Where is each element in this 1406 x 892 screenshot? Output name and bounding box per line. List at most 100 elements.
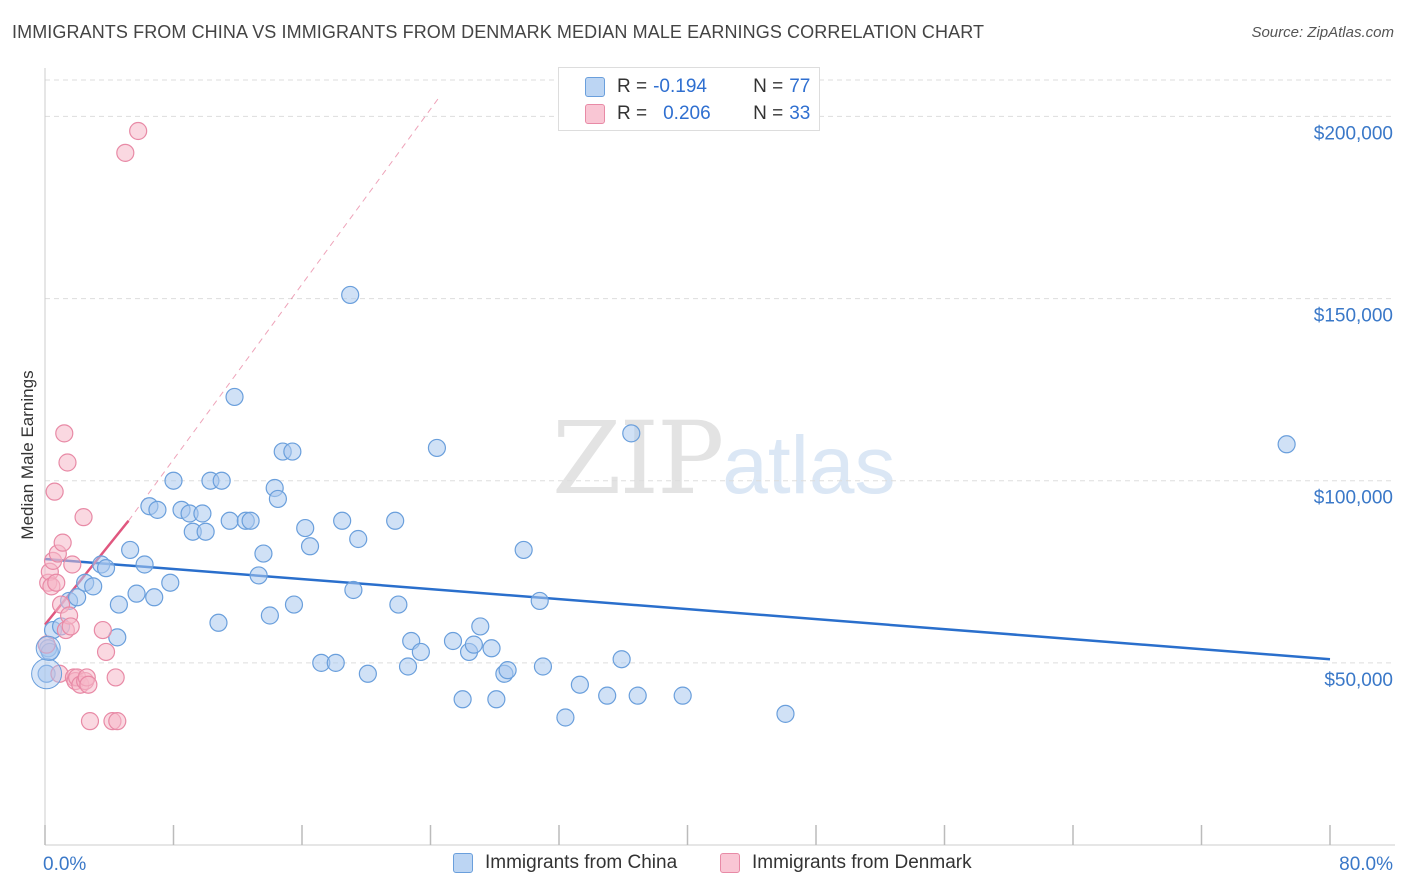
denmark-point [116,143,135,162]
china-point [164,471,183,490]
denmark-point [47,573,66,592]
china-point [628,686,647,705]
china-point [296,518,315,538]
legend-r-label: R = [617,103,648,124]
china-point [776,704,795,723]
china-point [121,540,140,560]
china-point [386,511,405,530]
denmark-legend-icon [720,853,740,873]
china-point [84,577,103,596]
bottom-legend-china: Immigrants from China [453,852,677,874]
denmark-point [53,533,72,552]
correlation-legend: R = -0.194 N = 77 R = 0.206 N = 33 [558,67,820,131]
denmark-swatch-icon [585,104,605,124]
data-points [31,121,1296,731]
denmark-point [45,482,64,501]
axes [44,68,1395,846]
denmark-point [106,668,125,687]
legend-n-value: 33 [789,103,811,124]
y-tick-label: $50,000 [1324,670,1393,691]
china-point [673,686,692,705]
china-point [326,653,345,672]
china-point [260,606,279,625]
china-point [283,442,302,461]
china-point [612,650,631,669]
x-tick-label: 0.0% [43,854,86,875]
china-point [135,555,154,574]
denmark-point [61,617,80,636]
denmark-point [79,675,98,694]
china-point [196,522,215,541]
china-legend-icon [453,853,473,873]
legend-row-china: R = -0.194 N = 77 [585,75,810,99]
china-point [31,658,63,690]
legend-n-label: N = [753,103,784,124]
china-point [225,387,244,407]
china-point [108,628,127,647]
china-point [96,559,116,578]
china-point [241,511,260,530]
china-point [220,511,239,530]
china-point [487,690,506,709]
denmark-point [108,712,127,731]
china-point [443,631,463,651]
china-point [193,504,212,523]
china-point [209,613,228,632]
china-point [358,664,377,683]
china-point [109,595,128,614]
china-point [127,584,146,603]
china-point [411,642,430,662]
denmark-point [55,424,74,443]
china-point [254,544,273,563]
china-point [145,588,164,607]
china-point [453,690,472,709]
china-point [212,471,231,490]
watermark: ZIPatlas [552,400,896,517]
china-point [622,424,641,443]
bottom-legend-label: Immigrants from China [485,852,678,873]
china-point [161,573,180,592]
china-point [398,657,418,676]
y-axis-label: Median Male Earnings [18,370,37,539]
china-point [570,675,589,694]
legend-n-value: 77 [789,76,811,97]
china-point [389,595,408,614]
china-point [284,595,304,614]
denmark-point [80,712,100,731]
china-point [556,708,575,727]
china-point [148,500,167,519]
axis-labels: $50,000 $100,000 $150,000 $200,000 0.0% 80.0%… [18,123,1393,875]
china-point [464,635,483,654]
legend-r-label: R = [617,76,648,97]
legend-row-denmark: R = 0.206 N = 33 [585,102,810,126]
china-trendline [44,557,1331,661]
denmark-point [63,555,82,574]
china-point [498,661,517,680]
china-point [533,657,553,676]
china-point [300,537,320,556]
china-point [482,639,501,658]
china-point [1277,435,1296,454]
watermark-atlas: atlas [722,420,896,511]
denmark-point [74,508,93,527]
china-point [35,635,61,661]
china-point [471,617,490,636]
china-point [333,511,352,530]
denmark-point [58,453,77,472]
china-point [344,580,363,600]
watermark-zip: ZIP [552,400,724,517]
bottom-legend-denmark: Immigrants from Denmark [720,852,972,874]
legend-r-value: -0.194 [653,76,707,97]
china-point [598,686,617,705]
china-point [249,566,268,585]
china-point [514,540,533,560]
y-tick-label: $200,000 [1314,123,1393,144]
china-swatch-icon [585,77,605,97]
trendlines [44,97,1331,661]
chart-title: IMMIGRANTS FROM CHINA VS IMMIGRANTS FROM… [12,22,985,42]
legend-r-value: 0.206 [663,103,711,124]
denmark-point [129,121,148,141]
bottom-legend-label: Immigrants from Denmark [752,852,972,873]
china-point [349,529,368,549]
